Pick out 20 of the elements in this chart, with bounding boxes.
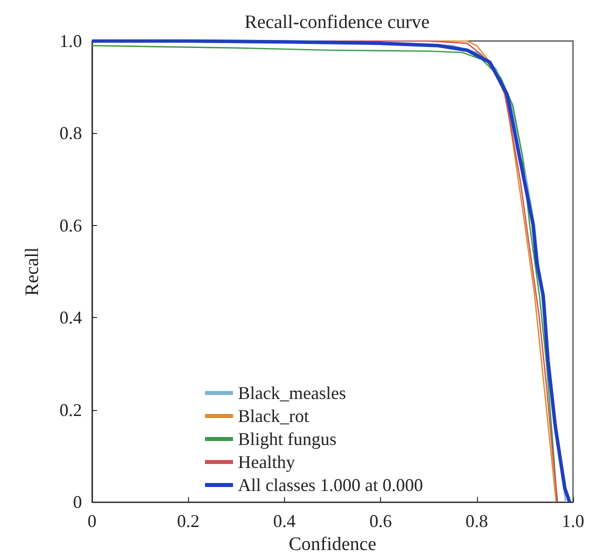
- y-axis-title: Recall: [22, 247, 43, 296]
- y-tick-label: 1.0: [60, 31, 82, 51]
- y-tick-label: 0.8: [60, 123, 82, 144]
- y-tick-label: 0.6: [60, 215, 82, 236]
- x-tick-label: 1.0: [562, 511, 584, 532]
- legend-label: Black_measles: [238, 383, 346, 403]
- x-tick-label: 0.2: [176, 511, 200, 532]
- legend-label: Blight fungus: [238, 429, 337, 449]
- x-tick-label: 0.4: [273, 511, 296, 532]
- chart-title: Recall-confidence curve: [244, 12, 430, 33]
- x-tick-label: 0: [88, 511, 96, 532]
- x-tick-label: 0.8: [466, 511, 488, 532]
- x-tick-label: 0.6: [369, 511, 392, 532]
- y-tick-label: 0.2: [60, 400, 82, 420]
- legend-label: Healthy: [238, 452, 295, 472]
- legend-label: All classes 1.000 at 0.000: [238, 475, 423, 495]
- legend-label: Black_rot: [238, 406, 309, 426]
- x-axis-title: Confidence: [288, 534, 376, 555]
- y-tick-label: 0: [73, 492, 82, 512]
- y-tick-label: 0.4: [60, 308, 82, 328]
